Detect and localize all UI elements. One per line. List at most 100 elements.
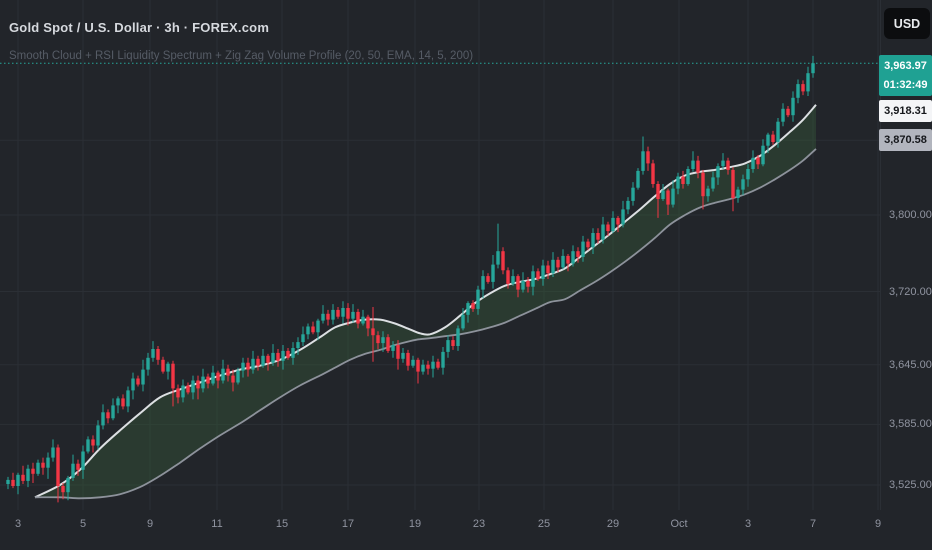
- candle-body: [216, 372, 220, 381]
- candle-body: [66, 477, 70, 493]
- candle-body: [746, 169, 750, 180]
- candle-body: [101, 412, 105, 426]
- candle-body: [346, 308, 350, 319]
- candle-body: [721, 160, 725, 167]
- candle-body: [591, 233, 595, 248]
- time-tick-label: 7: [809, 518, 817, 530]
- candle-body: [166, 363, 170, 372]
- time-tick-label: Oct: [670, 518, 688, 530]
- candle-body: [326, 313, 330, 320]
- candle-body: [501, 251, 505, 271]
- candle-body: [401, 352, 405, 359]
- candle-body: [476, 289, 480, 309]
- candle-body: [716, 166, 720, 178]
- candle-body: [456, 328, 460, 346]
- candle-body: [631, 187, 635, 201]
- candle-body: [386, 337, 390, 351]
- candle-body: [741, 179, 745, 190]
- candle-body: [156, 349, 160, 360]
- candle-body: [106, 412, 110, 419]
- candle-body: [706, 188, 710, 197]
- candle-body: [641, 151, 645, 171]
- symbol-title[interactable]: Gold Spot / U.S. Dollar · 3h · FOREX.com: [9, 20, 270, 35]
- candle-body: [636, 170, 640, 188]
- candle-body: [496, 251, 500, 265]
- candle-body: [756, 157, 760, 165]
- price-tick-label: 3,800.00: [889, 209, 932, 221]
- candle-body: [331, 309, 335, 320]
- candle-body: [506, 270, 510, 284]
- candle-body: [11, 479, 15, 486]
- candle-body: [266, 355, 270, 363]
- candle-body: [81, 451, 85, 470]
- time-tick-label: 9: [874, 518, 882, 530]
- time-tick-label: 23: [472, 518, 486, 530]
- candle-body: [661, 190, 665, 199]
- candle-body: [681, 176, 685, 184]
- candle-body: [586, 241, 590, 248]
- candle-body: [46, 457, 50, 468]
- candle-body: [621, 209, 625, 225]
- candle-body: [521, 280, 525, 290]
- candle-body: [31, 468, 35, 474]
- price-tick-label: 3,585.00: [889, 418, 932, 431]
- time-tick-label: 25: [537, 518, 551, 530]
- currency-usd-button[interactable]: USD: [884, 8, 930, 39]
- candle-body: [51, 447, 55, 458]
- candle-body: [611, 217, 615, 232]
- candle-body: [446, 340, 450, 352]
- candle-body: [281, 350, 285, 361]
- candle-body: [761, 145, 765, 165]
- price-axis[interactable]: 3,800.00 3,720.00 3,645.00 3,585.00 3,525.00: [880, 0, 932, 510]
- candle-body: [36, 462, 40, 474]
- candle-body: [181, 385, 185, 398]
- candle-body: [76, 463, 80, 470]
- candle-body: [231, 375, 235, 383]
- candle-body: [566, 255, 570, 264]
- candle-body: [556, 259, 560, 268]
- price-tick-label: 3,525.00: [889, 479, 932, 491]
- candle-body: [21, 474, 25, 481]
- smooth-cloud-top-line: [34, 104, 817, 499]
- candle-body: [656, 184, 660, 199]
- candle-body: [241, 362, 245, 371]
- candle-body: [356, 311, 360, 324]
- candle-body: [56, 447, 60, 486]
- candle-body: [671, 188, 675, 205]
- time-axis[interactable]: 3 5 9 11 15 17 19 23 25 29 Oct 3 7 9: [0, 510, 932, 550]
- price-tick-label: 3,645.00: [889, 358, 932, 371]
- candle-body: [551, 259, 555, 274]
- candle-body: [261, 355, 265, 366]
- candle-body: [271, 352, 275, 363]
- candle-body: [161, 359, 165, 372]
- candle-body: [236, 370, 240, 383]
- candle-body: [426, 364, 430, 369]
- candle-body: [211, 372, 215, 384]
- candle-body: [121, 398, 125, 407]
- candle-body: [141, 369, 145, 385]
- candle-body: [316, 320, 320, 333]
- candle-body: [111, 405, 115, 419]
- time-tick-label: 19: [408, 518, 422, 530]
- candle-body: [226, 368, 230, 376]
- cloud-top-price-badge: 3,918.31: [879, 100, 932, 122]
- candle-body: [531, 271, 535, 287]
- candle-body: [516, 276, 520, 290]
- candle-body: [116, 398, 120, 406]
- time-tick-label: 17: [341, 518, 355, 530]
- candle-body: [91, 439, 95, 446]
- candle-body: [191, 380, 195, 393]
- candle-body: [256, 358, 260, 366]
- candle-body: [286, 350, 290, 358]
- cloud-bottom-price-badge: 3,870.58: [879, 129, 932, 151]
- candle-body: [441, 351, 445, 368]
- indicator-title[interactable]: Smooth Cloud + RSI Liquidity Spectrum + …: [9, 50, 474, 62]
- candle-body: [751, 157, 755, 169]
- candle-body: [391, 345, 395, 351]
- candle-body: [436, 361, 440, 368]
- candle-body: [136, 378, 140, 385]
- candle-body: [571, 251, 575, 264]
- candle-body: [196, 380, 200, 389]
